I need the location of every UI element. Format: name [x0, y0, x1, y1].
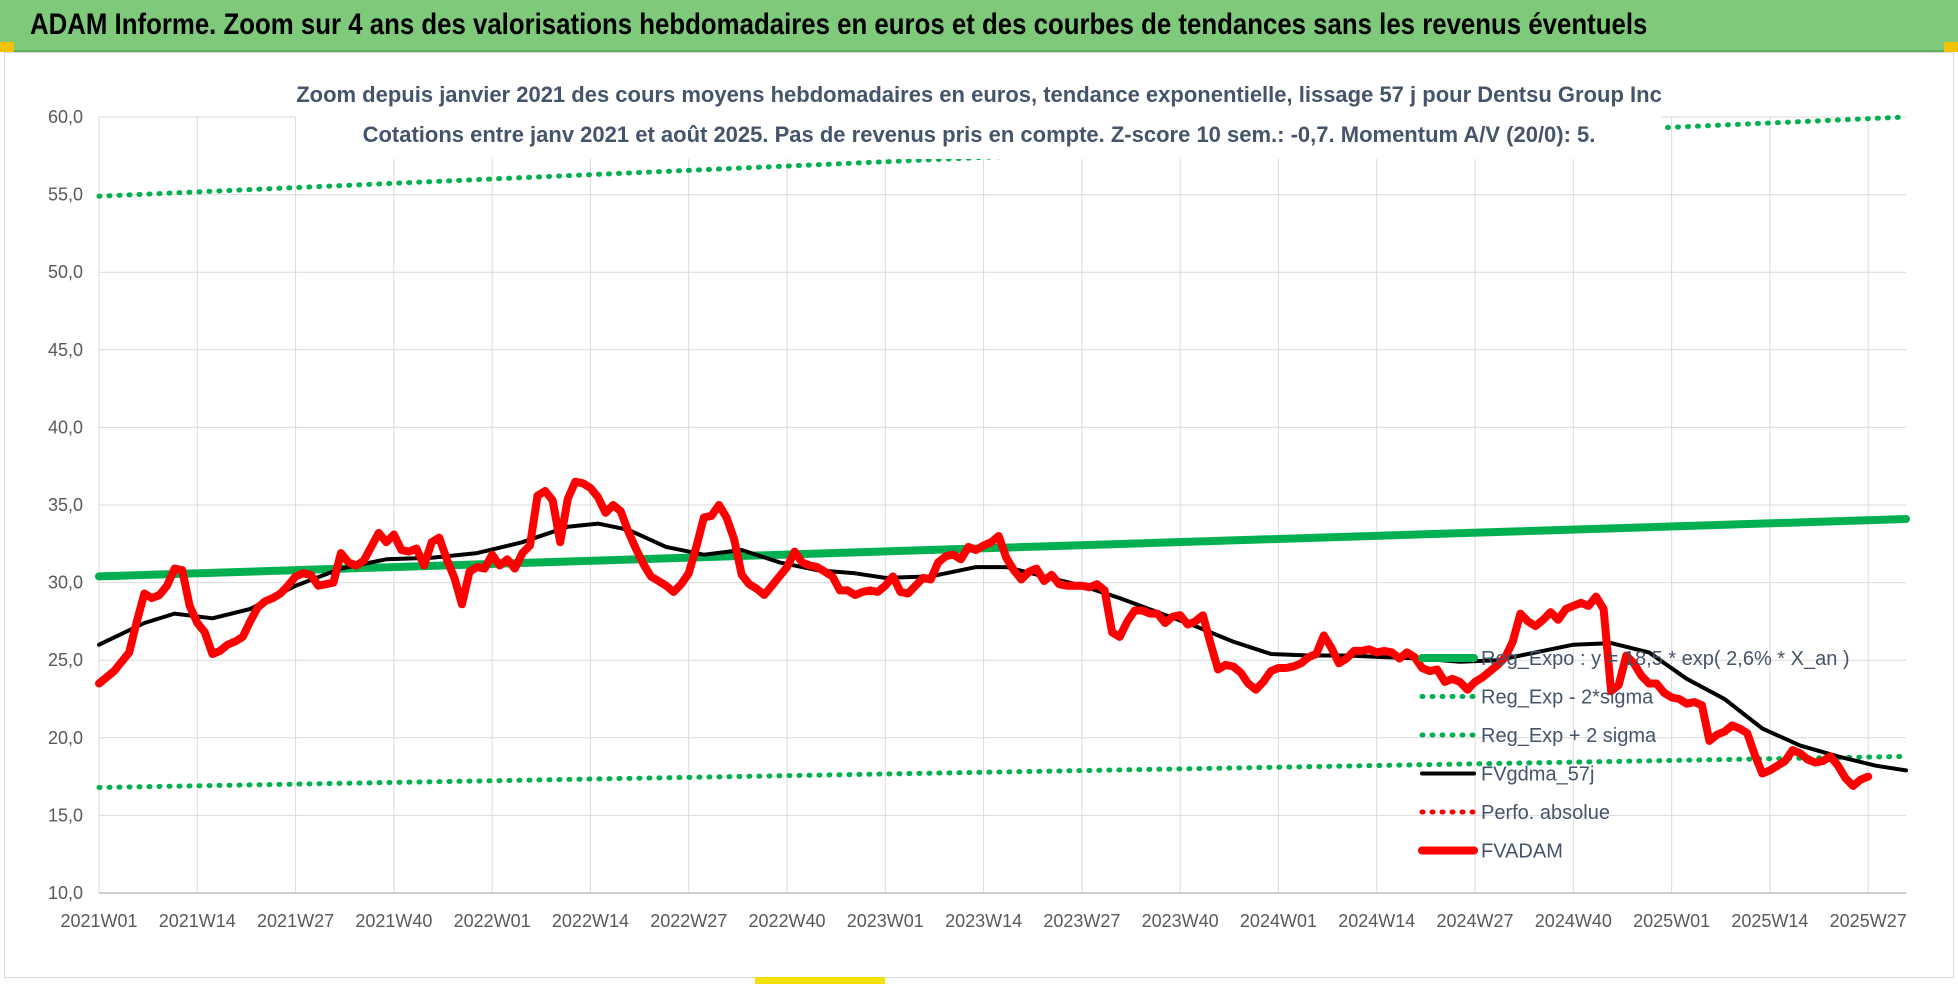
x-tick-label: 2025W01 [1633, 911, 1710, 931]
x-axis: 2021W01 2021W14 2021W27 2021W40 2022W01 2022W… [60, 911, 1906, 931]
lower-band-series [96, 753, 1909, 790]
subtitle-background [296, 75, 1662, 159]
y-tick-label: 10,0 [48, 883, 83, 903]
y-tick-label: 45,0 [48, 340, 83, 360]
chart-title: Zoom depuis janvier 2021 des cours moyen… [296, 82, 1662, 107]
legend-label: Reg_Exp - 2*sigma [1481, 687, 1654, 709]
price-series [95, 477, 1873, 790]
y-axis: 10,0 15,0 20,0 25,0 30,0 35,0 40,0 45,0 50,0 55,0… [48, 107, 83, 903]
x-tick-label: 2024W40 [1535, 911, 1612, 931]
y-tick-label: 40,0 [48, 417, 83, 437]
x-tick-label: 2023W27 [1043, 911, 1120, 931]
x-tick-label: 2023W40 [1142, 911, 1219, 931]
legend-item-fvadam: FVADAM [1418, 841, 1563, 863]
legend-label: FVADAM [1481, 841, 1563, 863]
y-tick-label: 20,0 [48, 728, 83, 748]
legend-label: Reg_Expo : y = 18,5 * exp( 2,6% * X_an ) [1481, 648, 1850, 670]
y-tick-label: 25,0 [48, 650, 83, 670]
x-tick-label: 2024W27 [1437, 911, 1514, 931]
legend-item-reg-exp-minus: Reg_Exp - 2*sigma [1419, 687, 1654, 709]
header-banner: ADAM Informe. Zoom sur 4 ans des valoris… [0, 0, 1958, 52]
legend-item-perfo: Perfo. absolue [1419, 802, 1610, 824]
upper-band-series [96, 114, 1909, 199]
x-tick-label: 2023W01 [847, 911, 924, 931]
grid [98, 116, 1906, 894]
x-tick-label: 2022W01 [454, 911, 531, 931]
corner-marker-left [0, 42, 14, 52]
x-tick-label: 2025W14 [1731, 911, 1808, 931]
legend-label: FVgdma_57j [1481, 764, 1594, 786]
y-tick-label: 60,0 [48, 107, 83, 127]
x-tick-label: 2025W27 [1830, 911, 1907, 931]
x-tick-label: 2021W27 [257, 911, 334, 931]
x-tick-label: 2024W14 [1338, 911, 1415, 931]
legend-item-reg-expo: Reg_Expo : y = 18,5 * exp( 2,6% * X_an ) [1418, 648, 1850, 670]
y-tick-label: 35,0 [48, 495, 83, 515]
x-tick-label: 2022W14 [552, 911, 629, 931]
legend-item-fvgdma: FVgdma_57j [1420, 764, 1594, 786]
legend-label: Reg_Exp + 2 sigma [1481, 725, 1657, 747]
y-tick-label: 50,0 [48, 262, 83, 282]
bottom-marker [755, 977, 885, 984]
y-tick-label: 30,0 [48, 573, 83, 593]
x-tick-label: 2024W01 [1240, 911, 1317, 931]
x-tick-label: 2021W14 [159, 911, 236, 931]
y-tick-label: 55,0 [48, 185, 83, 205]
corner-marker-right [1944, 42, 1958, 52]
legend-label: Perfo. absolue [1481, 802, 1610, 824]
chart-subtitle: Cotations entre janv 2021 et août 2025. … [363, 122, 1596, 147]
x-tick-label: 2022W40 [748, 911, 825, 931]
x-tick-label: 2021W40 [355, 911, 432, 931]
y-tick-label: 15,0 [48, 805, 83, 825]
x-tick-label: 2021W01 [60, 911, 137, 931]
x-tick-label: 2023W14 [945, 911, 1022, 931]
chart-area [4, 52, 1954, 978]
report-title: ADAM Informe. Zoom sur 4 ans des valoris… [30, 8, 1648, 41]
legend: Reg_Expo : y = 18,5 * exp( 2,6% * X_an )… [1418, 648, 1850, 863]
x-tick-label: 2022W27 [650, 911, 727, 931]
legend-item-reg-exp-plus: Reg_Exp + 2 sigma [1419, 725, 1657, 747]
series [95, 114, 1910, 790]
